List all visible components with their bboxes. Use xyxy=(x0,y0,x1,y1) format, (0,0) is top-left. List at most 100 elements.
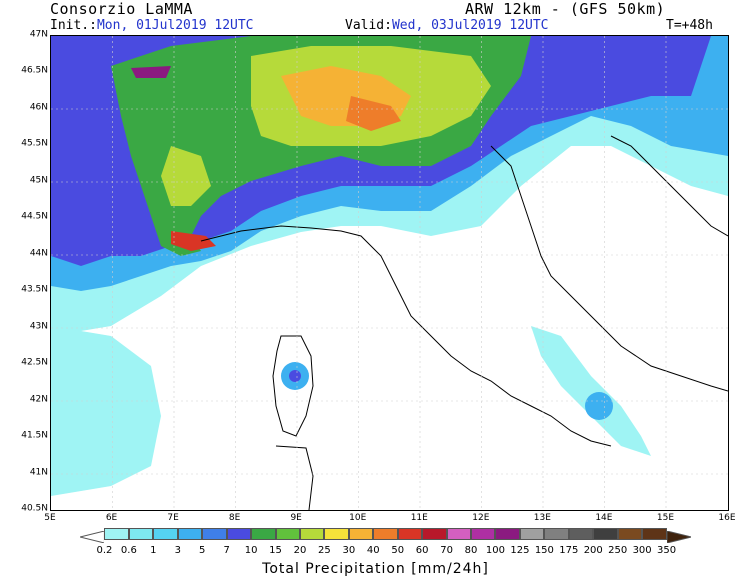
coastline-corsica xyxy=(272,335,314,437)
scale-level-label: 0.2 xyxy=(96,545,113,556)
scale-color-box xyxy=(202,528,227,540)
lat-tick-label: 44.5N xyxy=(21,211,48,222)
scale-level-label: 70 xyxy=(440,545,453,556)
precip-field-green3 xyxy=(161,146,211,206)
lon-tick-label: 9E xyxy=(290,513,302,523)
valid-label: Valid: xyxy=(345,18,392,33)
lon-tick-label: 14E xyxy=(595,513,613,523)
scale-color-box xyxy=(495,528,520,540)
scale-level-label: 150 xyxy=(534,545,554,556)
lon-tick-label: 5E xyxy=(44,513,56,523)
lat-tick-label: 43.5N xyxy=(21,284,48,295)
scale-level-label: 15 xyxy=(269,545,282,556)
scale-color-box xyxy=(373,528,398,540)
scale-color-box xyxy=(128,528,154,540)
scale-level-label: 30 xyxy=(342,545,356,556)
lat-tick-label: 44N xyxy=(29,248,48,259)
scale-level-label: 20 xyxy=(293,545,307,556)
precip-field-west xyxy=(51,326,161,496)
lat-tick-label: 46N xyxy=(29,102,48,113)
lat-tick-label: 43N xyxy=(29,321,48,332)
scale-level-label: 10 xyxy=(244,545,258,556)
lat-tick-label: 42N xyxy=(29,394,48,405)
scale-color-box xyxy=(324,528,349,540)
scale-color-box xyxy=(471,528,496,540)
precip-field-corsica-core xyxy=(289,370,301,382)
scale-level-label: 25 xyxy=(318,545,331,556)
lon-tick-label: 6E xyxy=(105,513,118,523)
lat-tick-label: 40.5N xyxy=(21,503,48,514)
coastline-ligurian xyxy=(200,225,612,447)
scale-color-box xyxy=(348,528,374,540)
lon-tick-label: 13E xyxy=(533,513,551,523)
map-canvas xyxy=(51,36,728,510)
lat-tick-label: 45N xyxy=(29,175,48,186)
scale-color-box xyxy=(397,528,423,540)
precip-field-apennines xyxy=(531,326,651,456)
scale-color-box xyxy=(544,528,569,540)
precipitation-map xyxy=(50,35,729,511)
scale-color-box xyxy=(666,528,692,544)
scale-color-box xyxy=(299,528,325,540)
scale-level-label: 7 xyxy=(223,545,230,556)
precip-field-red xyxy=(171,231,216,251)
scale-level-label: 5 xyxy=(199,545,206,556)
scale-level-label: 125 xyxy=(510,545,530,556)
lon-tick-label: 16E xyxy=(718,513,736,523)
lat-tick-label: 42.5N xyxy=(21,357,48,368)
scale-level-label: 300 xyxy=(632,545,652,556)
scale-level-label: 100 xyxy=(485,545,506,556)
valid-time: Valid:Wed, 03Jul2019 12UTC xyxy=(345,19,549,33)
coastline-sardinia xyxy=(275,445,314,510)
scale-level-label: 175 xyxy=(559,545,579,556)
scale-level-label: 40 xyxy=(366,545,380,556)
lat-tick-label: 45.5N xyxy=(21,138,48,149)
precip-field-orange xyxy=(346,96,401,131)
precip-field-abruzzo xyxy=(585,392,613,420)
scale-color-box xyxy=(446,528,472,540)
scale-level-label: 50 xyxy=(391,545,405,556)
scale-color-box xyxy=(519,528,545,540)
scale-color-box xyxy=(617,528,643,540)
scale-level-label: 250 xyxy=(608,545,628,556)
scale-color-box xyxy=(226,528,252,540)
init-label: Init.: xyxy=(50,18,97,33)
model-title: ARW 12km - (GFS 50km) xyxy=(465,0,666,18)
scale-color-box xyxy=(568,528,594,540)
scale-color-box xyxy=(251,528,276,540)
lead-time: T=+48h xyxy=(666,18,713,33)
org-title: Consorzio LaMMA xyxy=(50,0,193,18)
scale-level-label: 0.6 xyxy=(120,545,137,556)
lat-tick-label: 41N xyxy=(29,467,48,478)
scale-level-label: 1 xyxy=(150,545,157,556)
scale-color-box xyxy=(593,528,618,540)
valid-value: Wed, 03Jul2019 12UTC xyxy=(391,18,549,33)
init-time: Init.:Mon, 01Jul2019 12UTC xyxy=(50,19,254,33)
lat-tick-label: 46.5N xyxy=(21,65,48,76)
lat-tick-label: 47N xyxy=(29,29,48,40)
init-value: Mon, 01Jul2019 12UTC xyxy=(96,18,254,33)
scale-color-box xyxy=(422,528,447,540)
graticule xyxy=(51,36,728,510)
lon-tick-label: 12E xyxy=(472,513,490,523)
color-scale xyxy=(79,528,692,544)
coastline-adriatic xyxy=(490,145,728,392)
lat-tick-label: 41.5N xyxy=(21,430,48,441)
precip-field-red2 xyxy=(131,66,171,78)
lon-tick-label: 7E xyxy=(167,513,179,523)
scale-arrow-left xyxy=(79,528,105,544)
scale-color-box xyxy=(104,528,129,540)
lon-tick-label: 8E xyxy=(228,513,241,523)
scale-color-box xyxy=(177,528,203,540)
scale-color-box xyxy=(153,528,178,540)
scale-level-label: 200 xyxy=(583,545,603,556)
scale-level-label: 80 xyxy=(464,545,478,556)
color-scale-title: Total Precipitation [mm/24h] xyxy=(262,561,489,577)
scale-level-label: 60 xyxy=(415,545,429,556)
scale-color-box xyxy=(642,528,667,540)
lon-tick-label: 15E xyxy=(656,513,675,523)
lon-tick-label: 10E xyxy=(349,513,367,523)
scale-level-label: 350 xyxy=(657,545,677,556)
lon-tick-label: 11E xyxy=(410,513,428,523)
coastline-istria xyxy=(610,135,728,237)
